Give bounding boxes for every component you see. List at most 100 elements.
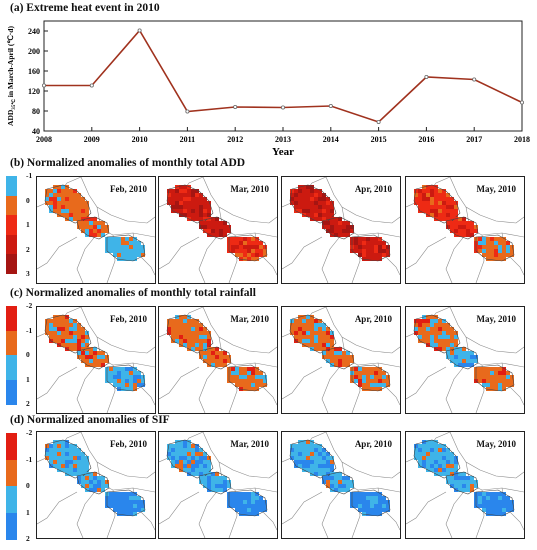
map-cell [61,315,65,319]
map-cell [125,383,129,387]
colorbar-tick-label: -1 [26,454,33,464]
map-cell [334,488,338,492]
map-cell [57,197,61,201]
map-cell [454,209,458,213]
map-cell [322,339,326,343]
map-cell [255,249,259,253]
map-cell [338,347,342,351]
map-cell [330,331,334,335]
map-cell [338,480,342,484]
map-cell [306,209,310,213]
map-cell [227,359,231,363]
map-cell [494,383,498,387]
map-cell [191,460,195,464]
map-cell [306,197,310,201]
map-cell [207,351,211,355]
map-cell [183,213,187,217]
map-cell [474,229,478,233]
map-cell [183,440,187,444]
map-cell [366,375,370,379]
map-cell [243,237,247,241]
map-cell [314,460,318,464]
map-cell [65,464,69,468]
map-cell [57,185,61,189]
map-cell [207,221,211,225]
map-cell [255,508,259,512]
map-cell [366,237,370,241]
map-cell [494,367,498,371]
map-cell [298,460,302,464]
map-cell [442,452,446,456]
map-cell [430,331,434,335]
map-cell [302,456,306,460]
map-cell [215,233,219,237]
map-cell [243,241,247,245]
map-cell [446,331,450,335]
map-cell [450,355,454,359]
map-cell [438,189,442,193]
map-cell [490,371,494,375]
map-cell [330,205,334,209]
map-cell [298,209,302,213]
map-cell [498,512,502,516]
map-cell [97,363,101,367]
map-cell [338,221,342,225]
map-cell [61,452,65,456]
map-cell [314,217,318,221]
map-cell [414,331,418,335]
map-cell [462,221,466,225]
map-cell [470,476,474,480]
map-cell [326,359,330,363]
map-cell [69,193,73,197]
map-cell [57,456,61,460]
map-cell [450,359,454,363]
map-cell [187,327,191,331]
map-cell [454,456,458,460]
map-cell [378,512,382,516]
map-cell [263,504,267,508]
map-cell [125,512,129,516]
row-c-map-feb: Feb, 2010 [36,306,156,414]
map-cell [358,371,362,375]
map-cell [259,500,263,504]
map-cell [223,233,227,237]
map-cell [366,512,370,516]
map-cell [175,335,179,339]
map-cell [494,371,498,375]
map-cell [354,245,358,249]
map-cell [498,504,502,508]
map-cell [422,193,426,197]
map-cell [442,331,446,335]
map-cell [450,460,454,464]
map-cell [65,201,69,205]
map-cell [498,249,502,253]
map-cell [510,508,514,512]
map-cell [310,460,314,464]
map-cell [129,387,133,391]
map-cell [306,464,310,468]
map-cell [97,221,101,225]
map-cell [310,456,314,460]
map-cell [290,327,294,331]
map-cell [298,444,302,448]
map-cell [137,496,141,500]
map-cell [113,496,117,500]
map-cell [235,249,239,253]
map-cell [93,484,97,488]
map-cell [61,209,65,213]
map-cell [109,249,113,253]
map-cell [454,480,458,484]
map-cell [239,508,243,512]
map-cell [167,444,171,448]
map-cell [61,456,65,460]
map-cell [243,383,247,387]
map-cell [494,245,498,249]
map-cell [141,500,145,504]
map-cell [462,488,466,492]
map-cell [171,460,175,464]
region-map [282,307,400,413]
map-cell [330,209,334,213]
map-cell [450,209,454,213]
map-cell [342,225,346,229]
map-cell [306,440,310,444]
